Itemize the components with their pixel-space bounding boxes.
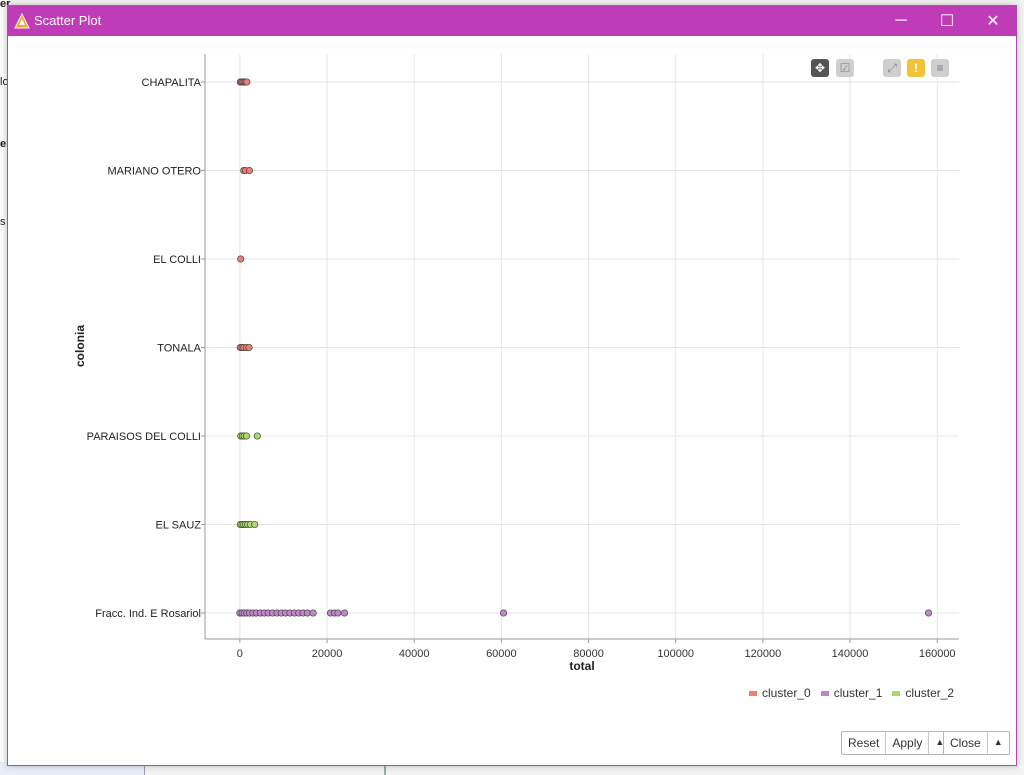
knime-warning-icon (14, 13, 30, 29)
x-tick-label: 160000 (919, 648, 956, 660)
data-point (253, 432, 261, 440)
data-point (924, 609, 933, 617)
data-point (340, 609, 349, 617)
x-tick-label: 20000 (312, 648, 343, 660)
x-axis-label: total (569, 659, 594, 673)
scatter-plot-window: Scatter Plot ─ ☐ ✕ 0 20000 40000 60000 80000… (7, 5, 1017, 766)
x-ticks: 0 20000 40000 60000 80000 100000 120000 140000 1… (237, 648, 956, 660)
background-text: er (0, 0, 11, 10)
y-tick-label: CHAPALITA (142, 77, 202, 89)
points (236, 78, 933, 617)
scatter-chart[interactable]: 0 20000 40000 60000 80000 100000 120000 140000 1… (8, 36, 1016, 676)
legend-swatch (820, 690, 829, 696)
y-tick-label: EL COLLI (153, 254, 201, 266)
y-tick-label: Fracc. Ind. E Rosariol (95, 608, 201, 620)
y-ticks: CHAPALITA MARIANO OTERO EL COLLI TONALA PARA… (87, 77, 202, 620)
close-window-button[interactable]: ✕ (986, 13, 1000, 30)
y-tick-label: TONALA (157, 343, 201, 355)
minimize-button[interactable]: ─ (895, 12, 907, 29)
data-point (499, 609, 508, 617)
background-text: er (0, 138, 11, 150)
data-point (243, 78, 251, 86)
close-group: Close ▲ (943, 731, 1010, 755)
legend-item-cluster-0[interactable]: cluster_0 (749, 686, 811, 700)
menu-icon[interactable]: ≡ (931, 59, 949, 77)
pan-icon[interactable]: ✥ (811, 59, 829, 77)
x-tick-label: 80000 (573, 648, 604, 660)
apply-button[interactable]: Apply (886, 732, 930, 754)
x-tick-label: 120000 (745, 648, 782, 660)
background-console (384, 764, 1024, 775)
data-point (242, 432, 250, 440)
x-tick-label: 0 (237, 648, 243, 660)
reset-apply-group: Reset Apply ▲ (841, 731, 952, 755)
background-text: s (0, 216, 6, 228)
fit-icon[interactable]: ⤢ (883, 59, 901, 77)
title-bar[interactable]: Scatter Plot ─ ☐ ✕ (8, 6, 1016, 36)
reset-button[interactable]: Reset (842, 732, 887, 754)
grid (201, 54, 959, 643)
legend-label: cluster_1 (833, 686, 883, 700)
axes (204, 54, 959, 640)
legend-item-cluster-1[interactable]: cluster_1 (820, 686, 883, 700)
data-point (245, 166, 254, 175)
close-options-button[interactable]: ▲ (993, 737, 1003, 747)
y-tick-label: EL SAUZ (156, 520, 202, 532)
data-point (237, 255, 245, 263)
apply-options-button[interactable]: ▲ (935, 737, 945, 747)
window-title: Scatter Plot (34, 13, 102, 28)
background-text: lo (0, 76, 9, 88)
data-point (251, 520, 259, 529)
x-tick-label: 60000 (486, 648, 517, 660)
select-icon[interactable]: ☑ (836, 59, 854, 77)
x-tick-label: 140000 (832, 648, 869, 660)
x-tick-label: 40000 (399, 648, 430, 660)
x-tick-label: 100000 (657, 648, 694, 660)
data-point (334, 609, 342, 617)
legend-swatch (892, 690, 901, 696)
legend-label: cluster_0 (762, 686, 811, 700)
maximize-button[interactable]: ☐ (939, 13, 955, 30)
data-point (245, 343, 253, 352)
y-axis-label: colonia (73, 325, 87, 367)
legend-swatch (749, 690, 757, 696)
warning-icon[interactable]: ! (907, 59, 925, 77)
legend-item-cluster-2[interactable]: cluster_2 (892, 686, 954, 700)
data-point (309, 609, 317, 617)
y-tick-label: PARAISOS DEL COLLI (87, 431, 201, 443)
y-tick-label: MARIANO OTERO (107, 166, 201, 178)
close-button[interactable]: Close (944, 732, 988, 754)
legend: cluster_0 cluster_1 cluster_2 (749, 686, 954, 700)
legend-label: cluster_2 (905, 686, 955, 700)
